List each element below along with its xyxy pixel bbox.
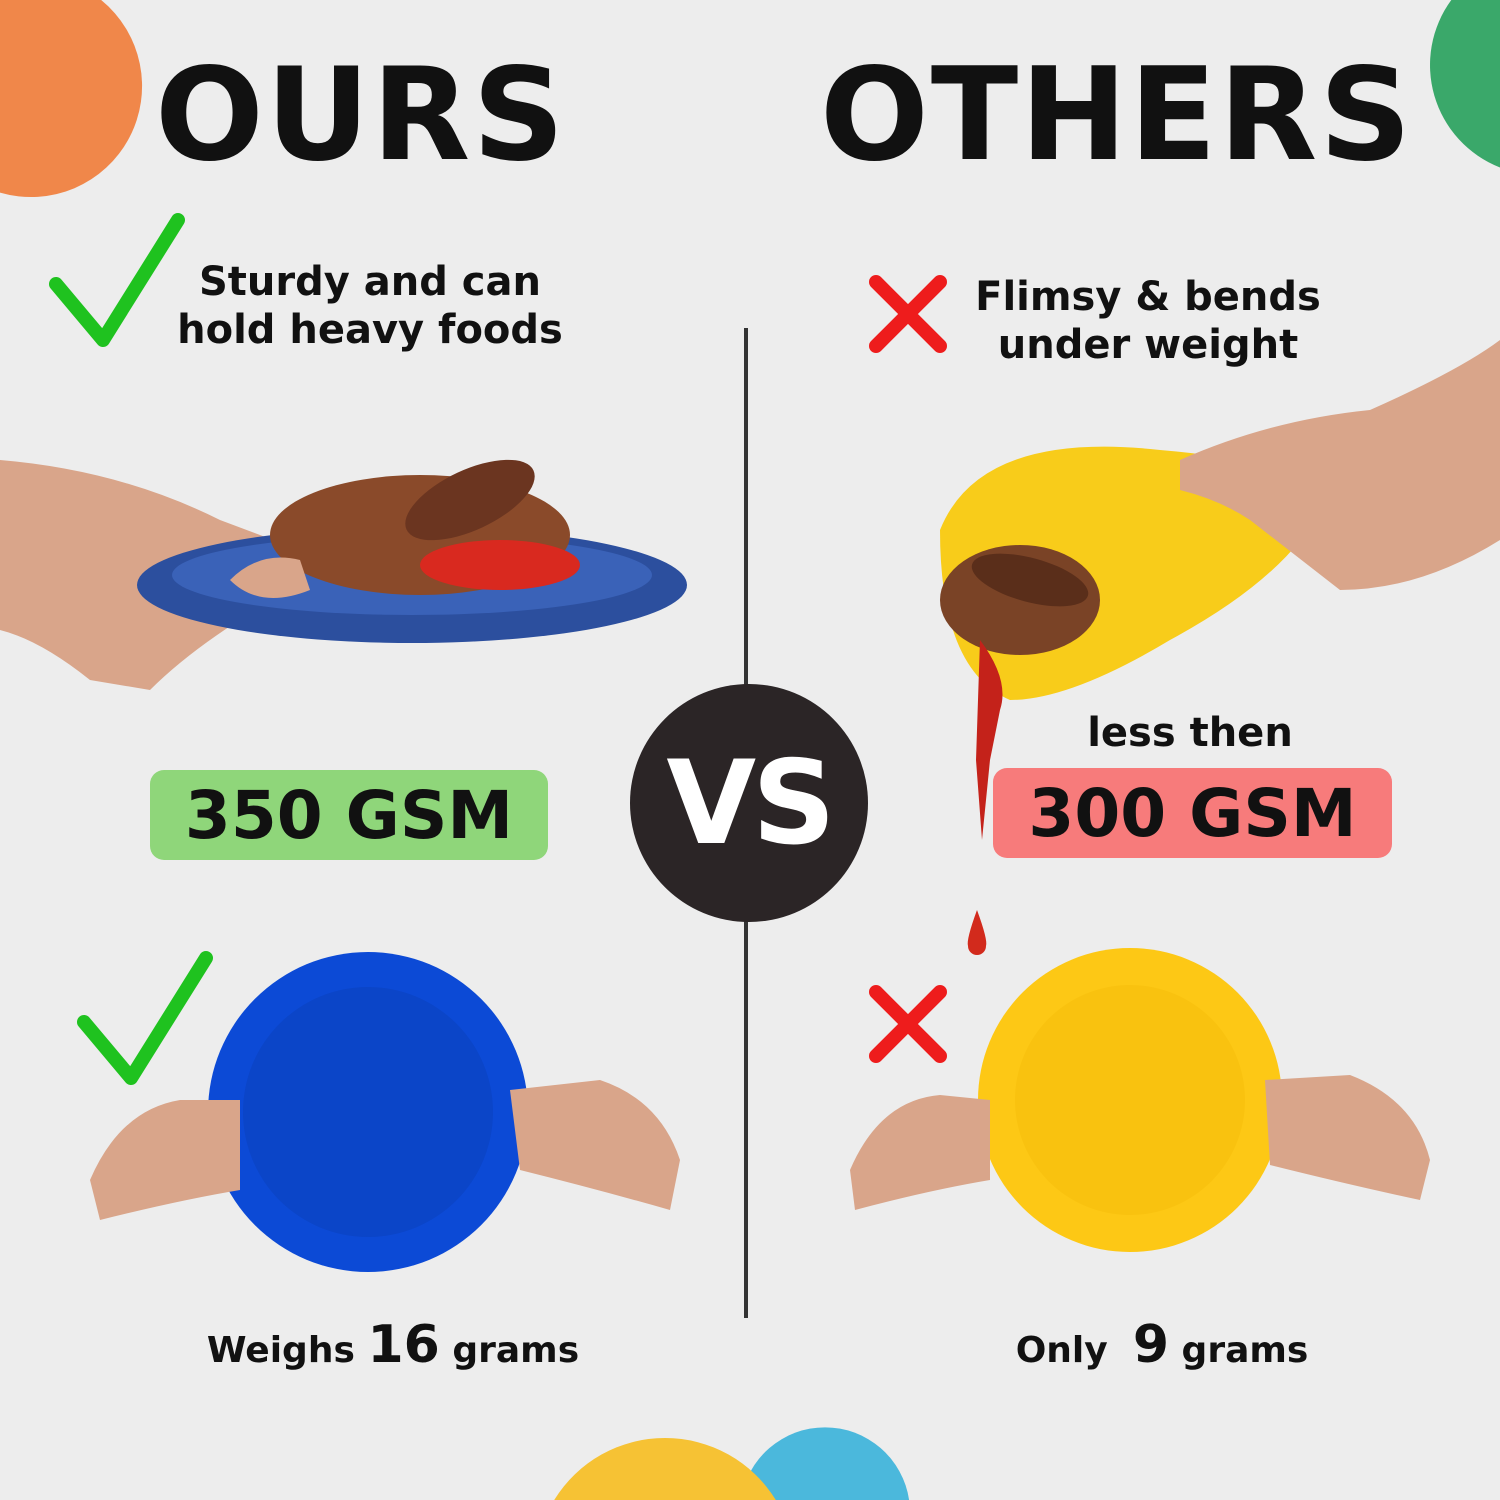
others-gsm-badge: 300 GSM [993, 768, 1392, 858]
check-icon [77, 951, 213, 1085]
vs-circle: VS [630, 684, 868, 922]
ours-claim: Sturdy and can hold heavy foods [160, 258, 580, 354]
sturdy-plate-photo [0, 459, 687, 690]
ours-weight-prefix: Weighs [206, 1330, 355, 1371]
others-claim-line2: under weight [997, 322, 1299, 368]
vs-text: VS [666, 735, 835, 871]
ours-claim-line2: hold heavy foods [177, 307, 563, 353]
ketchup-drop [967, 910, 987, 955]
others-weight-suffix: grams [1181, 1330, 1309, 1371]
flimsy-plate-photo [940, 340, 1500, 840]
others-weight: Only 9 grams [862, 1315, 1462, 1375]
others-weight-prefix: Only [1015, 1330, 1108, 1371]
blue-plate-held-photo [90, 952, 680, 1272]
ours-weight-suffix: grams [452, 1330, 580, 1371]
ours-claim-line1: Sturdy and can [199, 259, 541, 305]
cross-icon [869, 985, 947, 1063]
others-gsm-prefix: less then [1087, 710, 1293, 756]
ours-title: OURS [155, 41, 567, 190]
green-decor-circle [1430, 0, 1500, 168]
ours-weight: Weighs 16 grams [93, 1315, 693, 1375]
orange-decor-circle [0, 0, 143, 198]
check-icon [49, 213, 185, 347]
blue-decor-circle [740, 1427, 910, 1500]
others-weight-value: 9 [1132, 1315, 1169, 1375]
ours-weight-value: 16 [367, 1315, 440, 1375]
others-title: OTHERS [820, 41, 1414, 190]
others-claim: Flimsy & bends under weight [948, 273, 1348, 369]
cross-icon [869, 275, 947, 353]
ours-gsm-badge: 350 GSM [150, 770, 548, 860]
yellow-decor-circle [554, 1437, 776, 1500]
others-claim-line1: Flimsy & bends [975, 274, 1321, 320]
yellow-plate-held-photo [850, 948, 1430, 1252]
